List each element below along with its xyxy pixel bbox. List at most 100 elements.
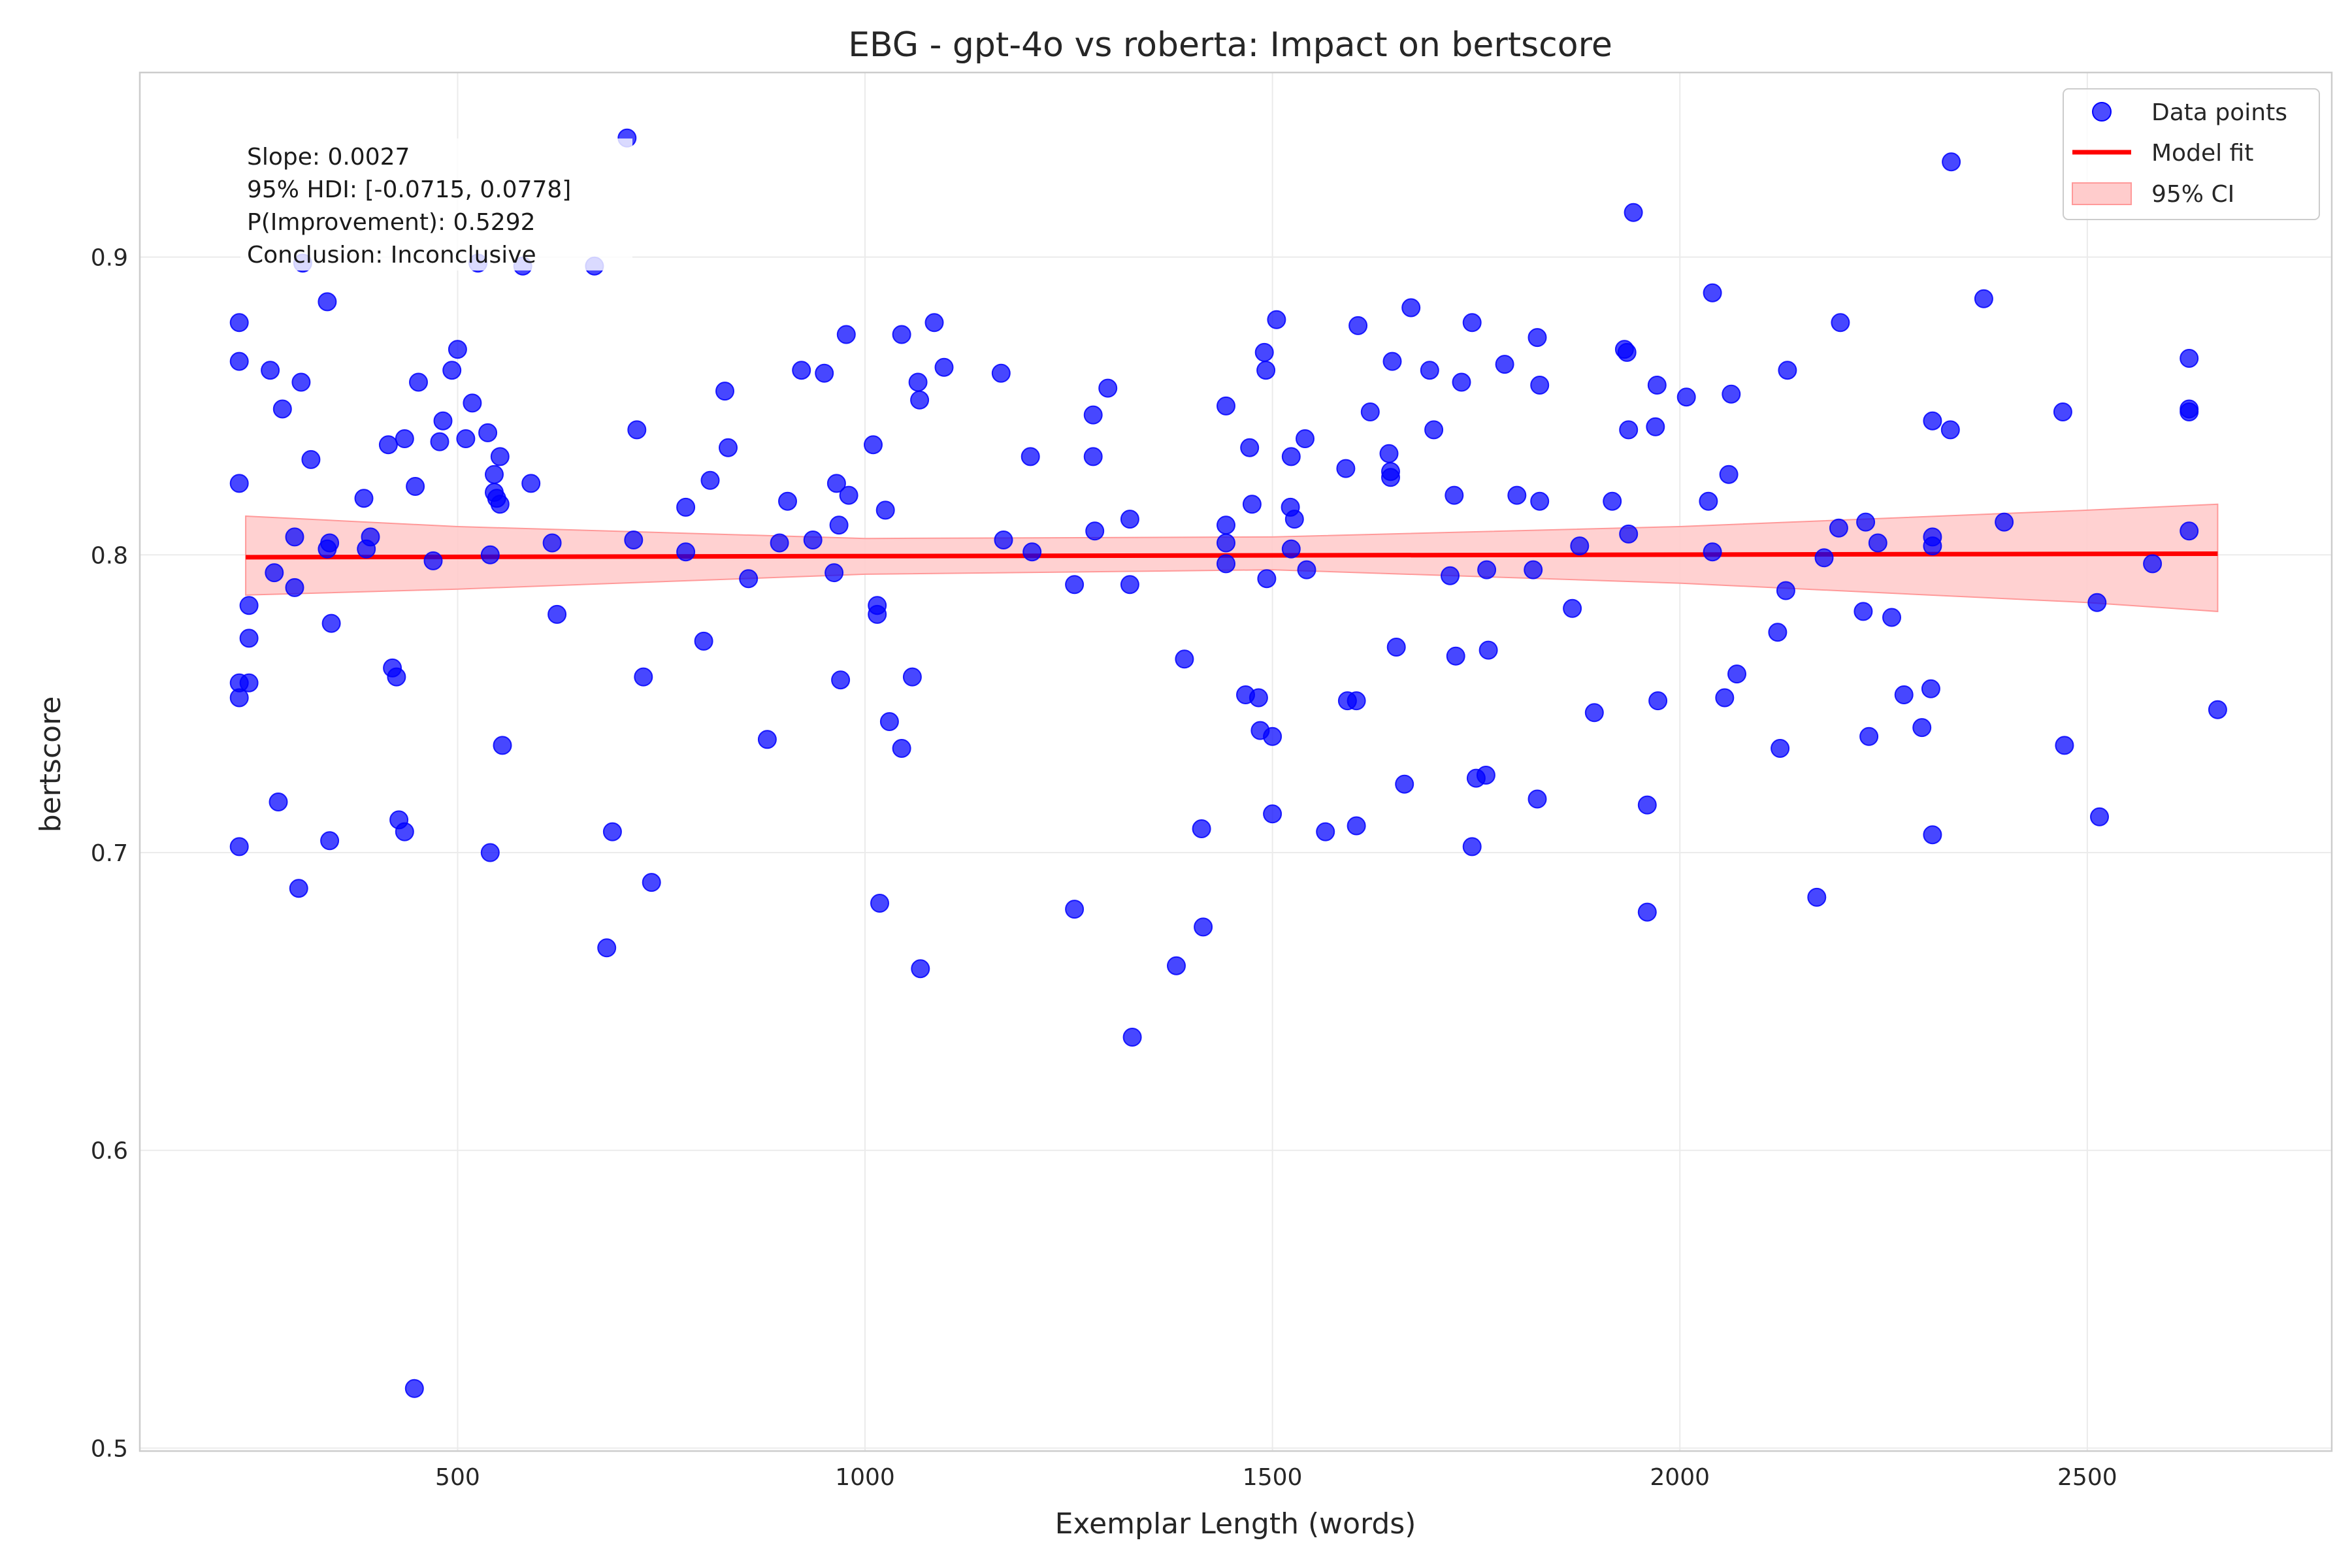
data-point xyxy=(1995,512,2014,532)
data-point xyxy=(1624,203,1643,222)
data-point xyxy=(387,667,406,687)
data-point xyxy=(1217,554,1235,574)
data-point xyxy=(694,631,713,651)
data-point xyxy=(2180,349,2199,368)
data-point xyxy=(1360,402,1380,421)
data-point xyxy=(478,423,498,442)
data-point xyxy=(318,292,337,312)
data-point xyxy=(1882,608,1901,627)
data-point xyxy=(1527,328,1547,348)
data-point xyxy=(1923,536,1942,556)
data-point xyxy=(2143,554,2163,574)
data-point xyxy=(1617,342,1637,362)
data-point xyxy=(1856,512,1876,532)
data-point xyxy=(1083,447,1103,466)
data-point xyxy=(321,613,341,633)
data-point xyxy=(1083,405,1103,425)
data-point xyxy=(1912,718,1932,738)
data-point xyxy=(1452,372,1471,392)
data-point xyxy=(229,688,249,708)
data-point xyxy=(770,533,789,553)
data-point xyxy=(1386,638,1406,657)
data-point xyxy=(1122,1028,1142,1047)
data-point xyxy=(239,629,259,648)
data-point xyxy=(836,325,856,344)
data-point xyxy=(395,429,414,448)
data-point xyxy=(1348,316,1368,335)
x-tick-label: 1500 xyxy=(1243,1464,1303,1491)
chart-legend: Data points Model fit 95% CI xyxy=(2063,88,2320,220)
x-axis-ticks: 500 1000 1500 2000 2500 xyxy=(435,1464,2117,1491)
data-point xyxy=(448,340,467,359)
data-point xyxy=(634,667,653,687)
data-point xyxy=(676,542,696,562)
data-point xyxy=(934,357,954,377)
data-point xyxy=(229,313,249,333)
data-point xyxy=(2055,736,2074,755)
data-point xyxy=(597,938,617,958)
data-point xyxy=(1477,560,1497,580)
data-point xyxy=(1085,521,1105,541)
data-point xyxy=(1676,387,1696,407)
data-point xyxy=(864,435,883,455)
legend-marker-points xyxy=(2092,102,2112,122)
y-axis-ticks: 0.5 0.6 0.7 0.8 0.9 xyxy=(91,245,128,1463)
data-point xyxy=(1401,298,1421,318)
legend-label-points: Data points xyxy=(2151,99,2287,126)
data-point xyxy=(1831,313,1850,333)
data-point xyxy=(285,578,304,597)
data-point xyxy=(778,491,797,511)
data-point xyxy=(1923,411,1942,431)
data-point xyxy=(1281,447,1301,466)
data-point xyxy=(815,363,834,383)
data-point xyxy=(423,551,443,570)
data-point xyxy=(1263,804,1282,824)
annotation-conclusion: Conclusion: Inconclusive xyxy=(247,242,536,269)
y-tick-label: 0.8 xyxy=(91,542,128,569)
data-point xyxy=(627,420,647,440)
data-point xyxy=(480,545,500,564)
data-point xyxy=(624,531,644,549)
data-point xyxy=(521,474,541,493)
data-point xyxy=(320,831,340,851)
data-point xyxy=(320,533,340,553)
x-tick-label: 1000 xyxy=(835,1464,895,1491)
data-point xyxy=(1462,313,1482,333)
data-point xyxy=(1703,283,1722,302)
data-point xyxy=(542,533,562,553)
data-point xyxy=(1476,766,1495,785)
data-point xyxy=(1347,816,1366,836)
data-point xyxy=(1527,789,1547,809)
data-point xyxy=(839,485,858,505)
data-point xyxy=(757,730,777,749)
data-point xyxy=(239,596,259,615)
data-point xyxy=(1420,361,1439,380)
data-point xyxy=(1167,956,1186,975)
y-axis-label: bertscore xyxy=(34,696,67,833)
data-point xyxy=(1619,524,1639,544)
x-tick-label: 2500 xyxy=(2057,1464,2117,1491)
data-point xyxy=(261,361,280,380)
data-point xyxy=(433,411,453,431)
data-point xyxy=(1254,342,1274,362)
data-point xyxy=(1065,900,1085,919)
data-point xyxy=(1424,420,1444,440)
data-point xyxy=(1974,289,1993,308)
data-point xyxy=(291,372,311,392)
data-point xyxy=(1267,310,1286,329)
data-point xyxy=(1722,384,1741,404)
data-point xyxy=(265,563,284,583)
data-point xyxy=(1495,355,1514,374)
data-point xyxy=(602,822,622,841)
data-point xyxy=(361,527,380,547)
data-point xyxy=(1530,376,1550,395)
data-point xyxy=(1022,542,1042,562)
x-axis-label: Exemplar Length (words) xyxy=(1055,1507,1416,1541)
plot-area xyxy=(139,71,2333,1452)
data-point xyxy=(1814,548,1834,568)
data-point xyxy=(480,843,500,862)
data-points xyxy=(229,128,2227,1398)
data-point xyxy=(792,361,811,380)
data-point xyxy=(1441,566,1460,585)
annotation-probability: P(Improvement): 0.5292 xyxy=(247,209,536,236)
